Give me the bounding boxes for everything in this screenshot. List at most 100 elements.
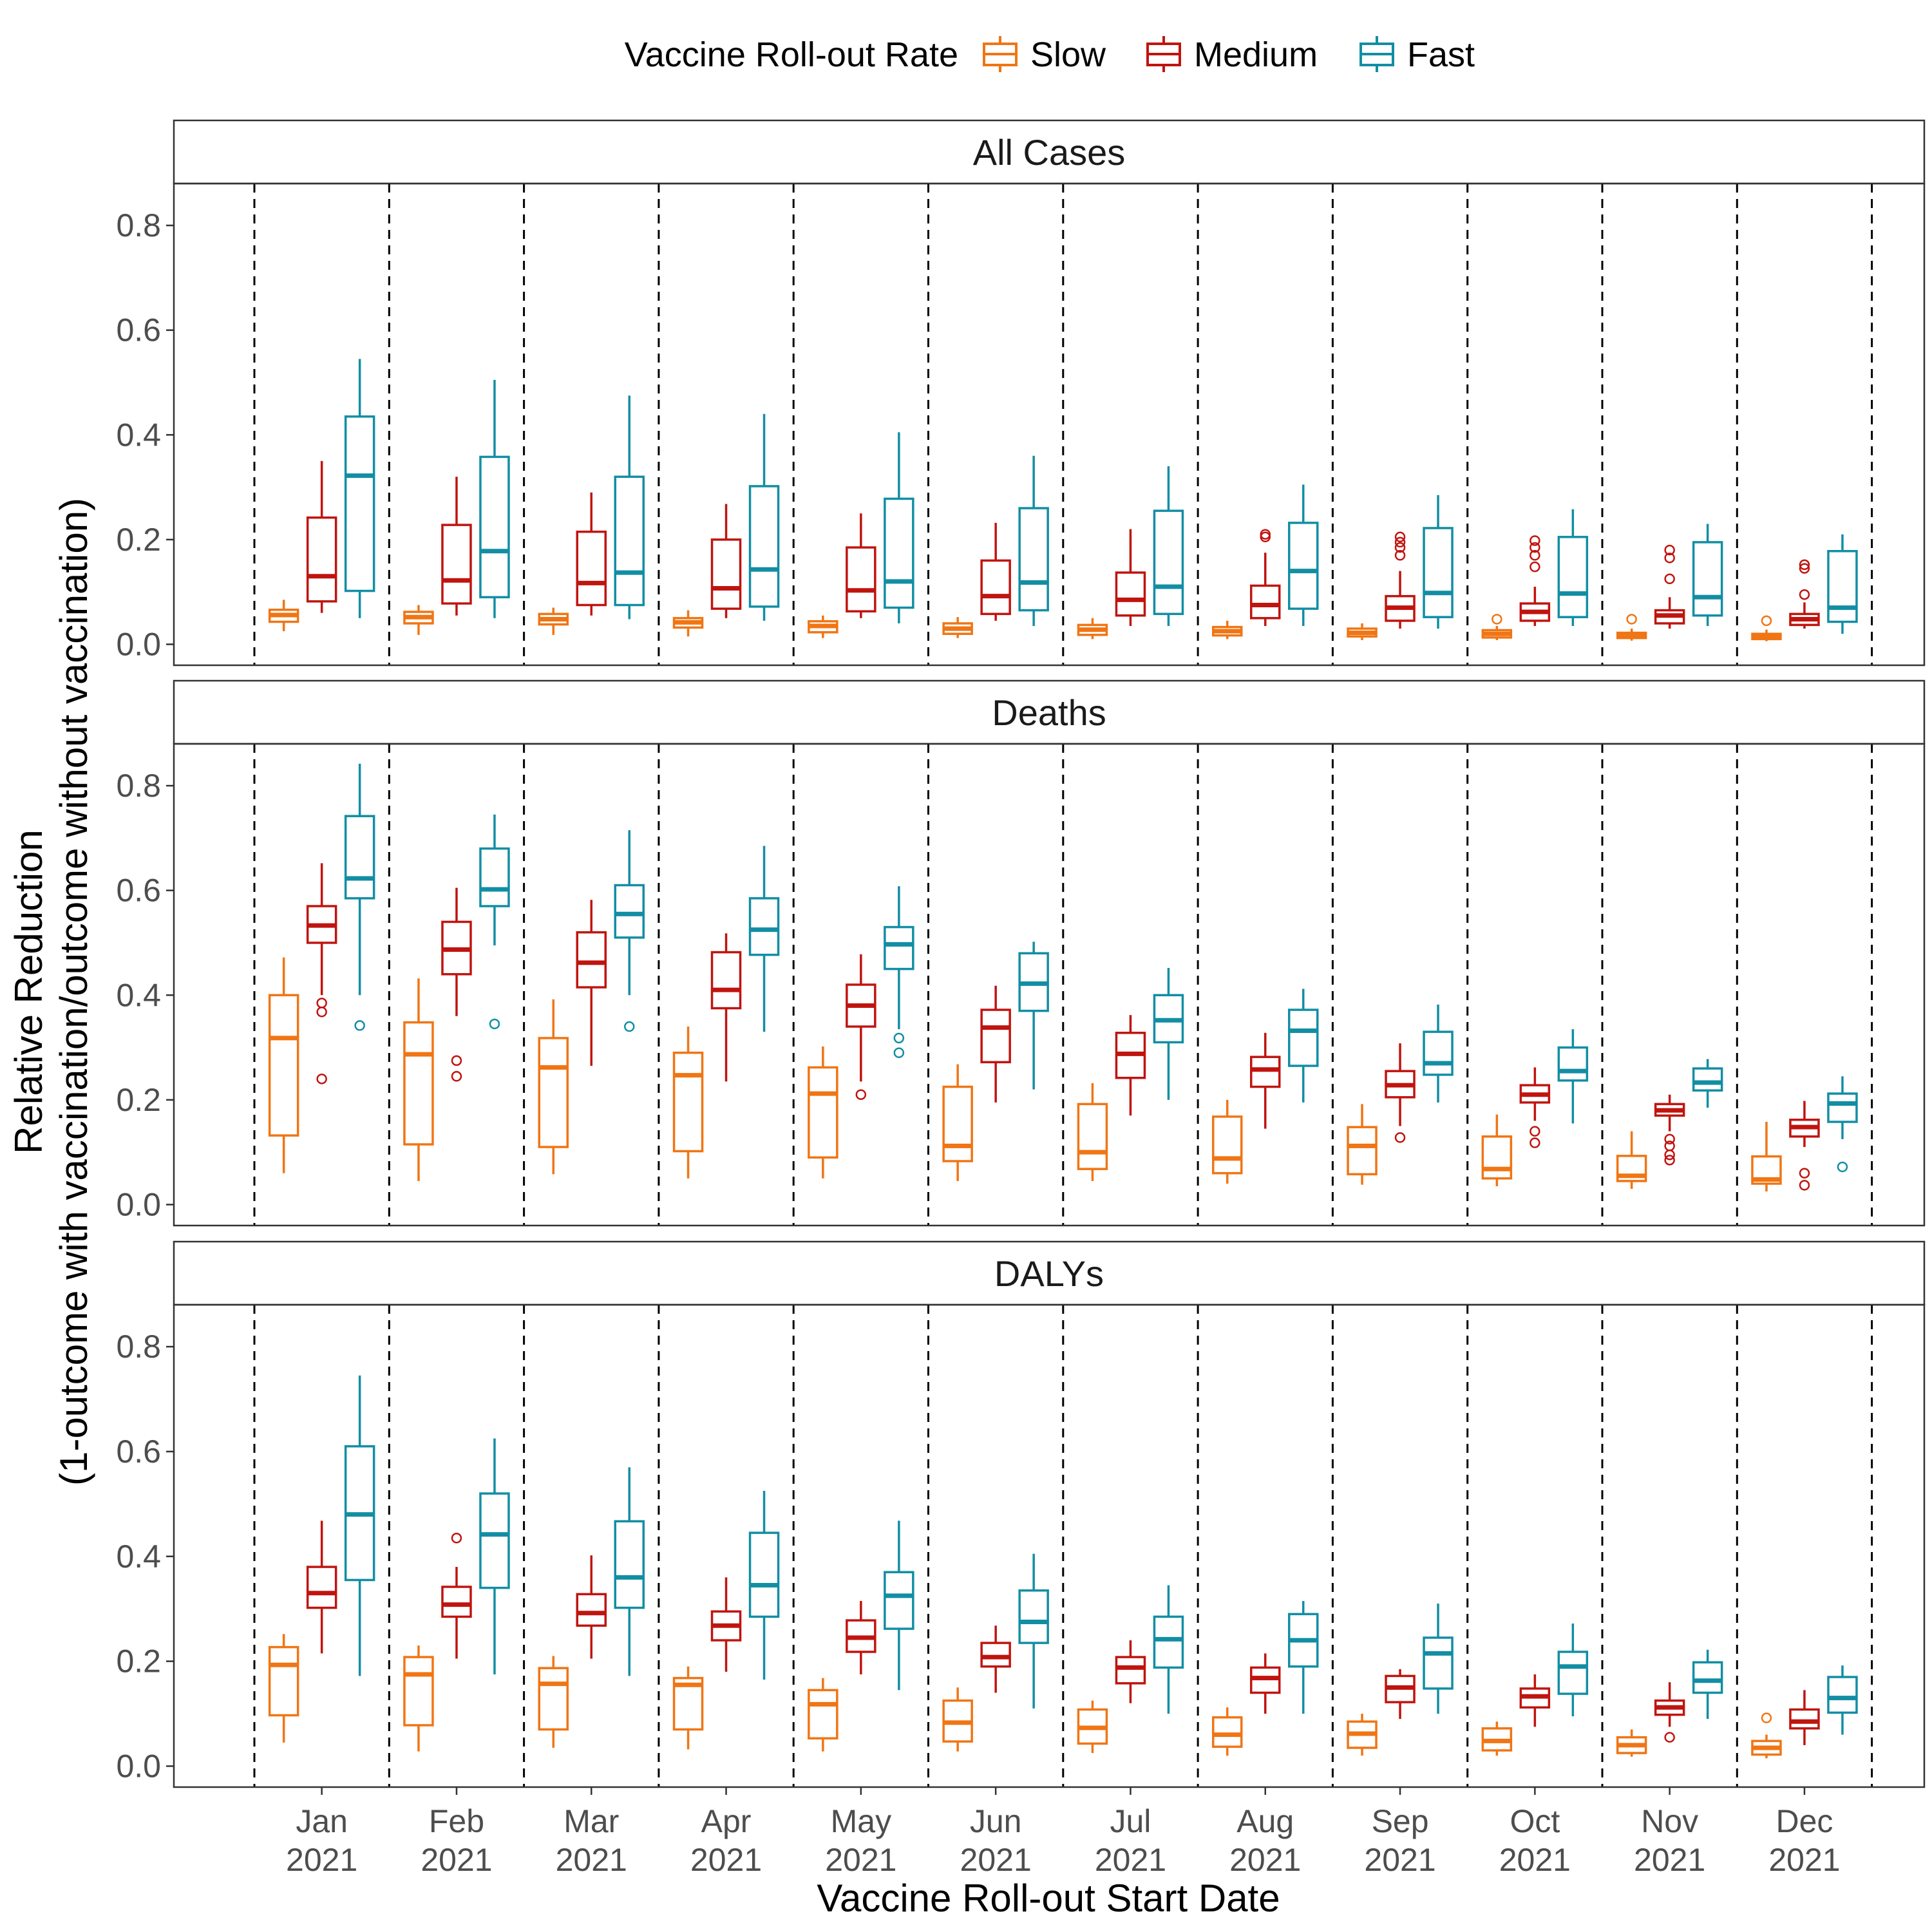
x-tick-label-month: Jan (296, 1803, 348, 1839)
y-tick-label: 0.0 (116, 1186, 161, 1222)
series-fast (344, 1375, 1858, 1735)
series-slow (268, 600, 1782, 641)
iqr-box (884, 1571, 914, 1630)
iqr-box (479, 455, 510, 599)
x-tick-label-month: Jun (970, 1803, 1022, 1839)
box-slow-dec (1751, 1122, 1782, 1192)
box-slow-mar (538, 1656, 569, 1748)
box-slow-may (808, 1678, 838, 1752)
iqr-box (846, 546, 876, 613)
box-medium-dec (1789, 1690, 1820, 1745)
outlier-point (1664, 1141, 1675, 1151)
iqr-box (1212, 1716, 1243, 1748)
box-fast-jul (1153, 1585, 1184, 1714)
facet-panels: All Cases 0.0 0.2 0.4 0.6 0.8 Deaths 0.0 0.2 0.4 0… (116, 119, 1926, 1788)
x-tick-label-year: 2021 (1499, 1842, 1571, 1878)
legend-item-fast: Fast (1359, 35, 1475, 74)
box-fast-apr (748, 413, 780, 621)
outlier-point (1799, 1180, 1810, 1191)
iqr-box (1018, 507, 1049, 612)
outlier-point (1530, 561, 1540, 573)
box-medium-feb (441, 477, 472, 616)
iqr-box (1115, 1656, 1146, 1685)
box-fast-dec (1827, 534, 1858, 634)
outlier-point (1530, 542, 1540, 553)
box-fast-may (884, 1520, 914, 1690)
x-tick-label-month: Mar (564, 1803, 619, 1839)
box-slow-sep (1347, 623, 1378, 640)
box-slow-sep (1347, 1714, 1378, 1756)
box-slow-sep (1347, 1104, 1378, 1185)
box-medium-may (846, 1600, 876, 1674)
x-axis-title: Vaccine Roll-out Start Date (817, 1877, 1280, 1920)
iqr-box (1692, 541, 1723, 617)
box-slow-jan (268, 957, 299, 1173)
box-fast-may (884, 886, 914, 1058)
box-fast-feb (479, 1438, 510, 1674)
series-slow (268, 957, 1782, 1192)
box-slow-aug (1212, 620, 1243, 639)
iqr-box (748, 485, 780, 608)
outlier-point (1664, 1732, 1675, 1743)
y-tick-label: 0.6 (116, 873, 161, 909)
box-medium-feb (441, 887, 472, 1082)
iqr-box (614, 884, 645, 939)
outlier-point (1530, 550, 1540, 561)
box-slow-feb (403, 605, 434, 635)
y-tick-label: 0.4 (116, 1539, 161, 1575)
iqr-box (1423, 1636, 1454, 1690)
outlier-point (1394, 531, 1406, 543)
legend: Vaccine Roll-out Rate Slow Medium Fast (625, 35, 1475, 74)
box-medium-jul (1115, 529, 1146, 627)
legend-item-slow: Slow (983, 35, 1106, 74)
box-fast-jul (1153, 967, 1184, 1100)
box-medium-aug (1250, 529, 1281, 627)
iqr-box (1288, 522, 1319, 610)
box-fast-jun (1018, 455, 1049, 627)
iqr-box (1250, 1056, 1281, 1088)
box-fast-mar (614, 830, 645, 1032)
iqr-box (1153, 509, 1184, 616)
iqr-box (576, 1593, 607, 1627)
iqr-box (808, 1066, 838, 1159)
box-medium-apr (710, 933, 742, 1082)
x-tick-label-year: 2021 (421, 1842, 492, 1878)
box-fast-feb (479, 814, 510, 1030)
x-tick-label-year: 2021 (286, 1842, 357, 1878)
iqr-box (942, 1085, 973, 1162)
box-medium-may (846, 513, 876, 618)
box-medium-jan (306, 863, 337, 1084)
box-fast-jul (1153, 466, 1184, 627)
outlier-point (451, 1533, 462, 1544)
outlier-point (1664, 1133, 1675, 1145)
iqr-box (306, 516, 337, 603)
iqr-box (1557, 1046, 1589, 1082)
iqr-box (614, 1520, 645, 1609)
y-tick-label: 0.2 (116, 1643, 161, 1680)
outlier-point (1394, 542, 1406, 553)
iqr-box (980, 559, 1011, 616)
panel-border (173, 1303, 1926, 1788)
iqr-box (403, 1021, 434, 1146)
box-fast-apr (748, 846, 780, 1032)
box-slow-nov (1616, 1729, 1647, 1757)
box-fast-sep (1423, 1004, 1454, 1103)
x-tick-label-year: 2021 (556, 1842, 627, 1878)
iqr-box (1153, 1615, 1184, 1669)
box-slow-jul (1077, 1083, 1108, 1181)
x-tick-label-year: 2021 (825, 1842, 896, 1878)
iqr-box (808, 1689, 838, 1740)
iqr-box (884, 925, 914, 971)
box-medium-mar (576, 900, 607, 1066)
series-fast (344, 763, 1858, 1173)
box-slow-mar (538, 607, 569, 635)
box-medium-jun (980, 985, 1011, 1103)
box-fast-oct (1557, 509, 1589, 627)
box-medium-mar (576, 1555, 607, 1659)
panel-strip (173, 1240, 1926, 1306)
box-fast-jan (344, 1375, 375, 1676)
box-fast-dec (1827, 1665, 1858, 1735)
y-tick-label: 0.6 (116, 312, 161, 348)
